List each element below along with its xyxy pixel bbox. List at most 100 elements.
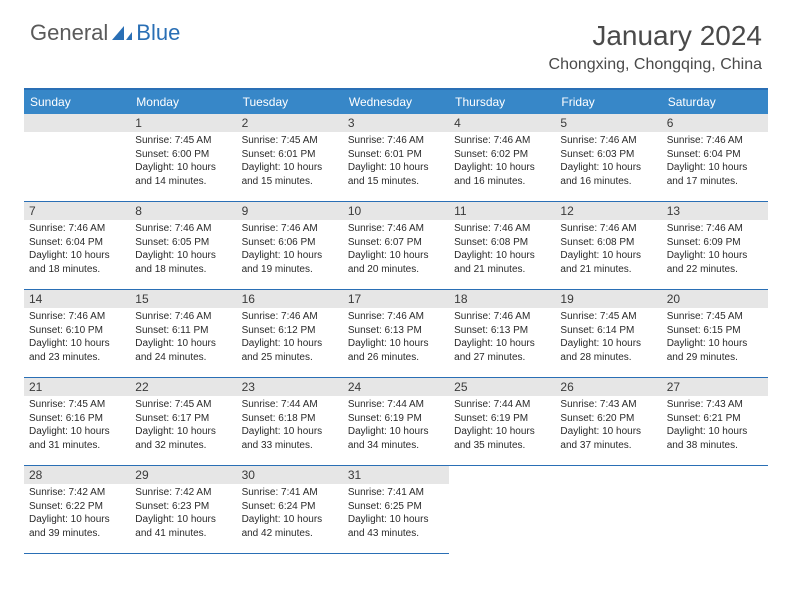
- logo-text-general: General: [30, 20, 108, 46]
- day-number: 23: [237, 378, 343, 396]
- sunrise-line: Sunrise: 7:45 AM: [242, 134, 338, 148]
- sunset-line: Sunset: 6:21 PM: [667, 412, 763, 426]
- calendar-cell: 22Sunrise: 7:45 AMSunset: 6:17 PMDayligh…: [130, 378, 236, 466]
- day-number: 14: [24, 290, 130, 308]
- daylight-line: Daylight: 10 hours and 15 minutes.: [242, 161, 338, 188]
- daylight-line: Daylight: 10 hours and 34 minutes.: [348, 425, 444, 452]
- day-number: 2: [237, 114, 343, 132]
- sunset-line: Sunset: 6:19 PM: [454, 412, 550, 426]
- calendar-cell: 13Sunrise: 7:46 AMSunset: 6:09 PMDayligh…: [662, 202, 768, 290]
- calendar-cell: 12Sunrise: 7:46 AMSunset: 6:08 PMDayligh…: [555, 202, 661, 290]
- day-number: 25: [449, 378, 555, 396]
- calendar-cell: 24Sunrise: 7:44 AMSunset: 6:19 PMDayligh…: [343, 378, 449, 466]
- day-body: Sunrise: 7:41 AMSunset: 6:24 PMDaylight:…: [237, 484, 343, 542]
- day-number: 28: [24, 466, 130, 484]
- day-body: Sunrise: 7:44 AMSunset: 6:19 PMDaylight:…: [449, 396, 555, 454]
- sunset-line: Sunset: 6:25 PM: [348, 500, 444, 514]
- calendar: SundayMondayTuesdayWednesdayThursdayFrid…: [24, 88, 768, 554]
- day-body: Sunrise: 7:46 AMSunset: 6:08 PMDaylight:…: [449, 220, 555, 278]
- day-number: 31: [343, 466, 449, 484]
- weekday-label: Tuesday: [237, 90, 343, 114]
- day-number: 7: [24, 202, 130, 220]
- day-body: Sunrise: 7:45 AMSunset: 6:15 PMDaylight:…: [662, 308, 768, 366]
- calendar-cell: 30Sunrise: 7:41 AMSunset: 6:24 PMDayligh…: [237, 466, 343, 554]
- day-number: 29: [130, 466, 236, 484]
- calendar-cell: 6Sunrise: 7:46 AMSunset: 6:04 PMDaylight…: [662, 114, 768, 202]
- daylight-line: Daylight: 10 hours and 14 minutes.: [135, 161, 231, 188]
- calendar-cell: 1Sunrise: 7:45 AMSunset: 6:00 PMDaylight…: [130, 114, 236, 202]
- sunrise-line: Sunrise: 7:41 AM: [242, 486, 338, 500]
- sunset-line: Sunset: 6:08 PM: [454, 236, 550, 250]
- day-body: Sunrise: 7:46 AMSunset: 6:11 PMDaylight:…: [130, 308, 236, 366]
- sunset-line: Sunset: 6:02 PM: [454, 148, 550, 162]
- calendar-cell: 16Sunrise: 7:46 AMSunset: 6:12 PMDayligh…: [237, 290, 343, 378]
- daylight-line: Daylight: 10 hours and 22 minutes.: [667, 249, 763, 276]
- day-body: Sunrise: 7:44 AMSunset: 6:18 PMDaylight:…: [237, 396, 343, 454]
- calendar-cell: 31Sunrise: 7:41 AMSunset: 6:25 PMDayligh…: [343, 466, 449, 554]
- weekday-label: Thursday: [449, 90, 555, 114]
- sunrise-line: Sunrise: 7:46 AM: [454, 222, 550, 236]
- calendar-cell: 28Sunrise: 7:42 AMSunset: 6:22 PMDayligh…: [24, 466, 130, 554]
- calendar-cell: 29Sunrise: 7:42 AMSunset: 6:23 PMDayligh…: [130, 466, 236, 554]
- sunset-line: Sunset: 6:00 PM: [135, 148, 231, 162]
- day-body: Sunrise: 7:41 AMSunset: 6:25 PMDaylight:…: [343, 484, 449, 542]
- daylight-line: Daylight: 10 hours and 18 minutes.: [29, 249, 125, 276]
- calendar-cell: 14Sunrise: 7:46 AMSunset: 6:10 PMDayligh…: [24, 290, 130, 378]
- sunset-line: Sunset: 6:06 PM: [242, 236, 338, 250]
- sunset-line: Sunset: 6:05 PM: [135, 236, 231, 250]
- calendar-cell: 23Sunrise: 7:44 AMSunset: 6:18 PMDayligh…: [237, 378, 343, 466]
- logo-text-blue: Blue: [136, 20, 180, 46]
- day-number: 22: [130, 378, 236, 396]
- day-number: 4: [449, 114, 555, 132]
- sunrise-line: Sunrise: 7:44 AM: [242, 398, 338, 412]
- calendar-cell: 25Sunrise: 7:44 AMSunset: 6:19 PMDayligh…: [449, 378, 555, 466]
- daylight-line: Daylight: 10 hours and 32 minutes.: [135, 425, 231, 452]
- daylight-line: Daylight: 10 hours and 24 minutes.: [135, 337, 231, 364]
- location: Chongxing, Chongqing, China: [549, 56, 762, 74]
- day-body: Sunrise: 7:45 AMSunset: 6:01 PMDaylight:…: [237, 132, 343, 190]
- calendar-cell-empty: [24, 114, 130, 202]
- day-number: 27: [662, 378, 768, 396]
- daylight-line: Daylight: 10 hours and 17 minutes.: [667, 161, 763, 188]
- day-number-empty: [24, 114, 130, 132]
- sunset-line: Sunset: 6:08 PM: [560, 236, 656, 250]
- daylight-line: Daylight: 10 hours and 39 minutes.: [29, 513, 125, 540]
- calendar-cell: 17Sunrise: 7:46 AMSunset: 6:13 PMDayligh…: [343, 290, 449, 378]
- sunrise-line: Sunrise: 7:45 AM: [135, 134, 231, 148]
- calendar-cell: 7Sunrise: 7:46 AMSunset: 6:04 PMDaylight…: [24, 202, 130, 290]
- sunrise-line: Sunrise: 7:45 AM: [29, 398, 125, 412]
- sunrise-line: Sunrise: 7:42 AM: [135, 486, 231, 500]
- day-number: 24: [343, 378, 449, 396]
- daylight-line: Daylight: 10 hours and 21 minutes.: [454, 249, 550, 276]
- day-body: Sunrise: 7:46 AMSunset: 6:04 PMDaylight:…: [662, 132, 768, 190]
- daylight-line: Daylight: 10 hours and 23 minutes.: [29, 337, 125, 364]
- month-title: January 2024: [549, 20, 762, 52]
- day-number: 3: [343, 114, 449, 132]
- sunrise-line: Sunrise: 7:46 AM: [667, 222, 763, 236]
- daylight-line: Daylight: 10 hours and 29 minutes.: [667, 337, 763, 364]
- sunset-line: Sunset: 6:12 PM: [242, 324, 338, 338]
- daylight-line: Daylight: 10 hours and 20 minutes.: [348, 249, 444, 276]
- sunset-line: Sunset: 6:24 PM: [242, 500, 338, 514]
- weekday-label: Wednesday: [343, 90, 449, 114]
- calendar-cell: 10Sunrise: 7:46 AMSunset: 6:07 PMDayligh…: [343, 202, 449, 290]
- sunrise-line: Sunrise: 7:41 AM: [348, 486, 444, 500]
- sunset-line: Sunset: 6:11 PM: [135, 324, 231, 338]
- daylight-line: Daylight: 10 hours and 26 minutes.: [348, 337, 444, 364]
- day-body: Sunrise: 7:44 AMSunset: 6:19 PMDaylight:…: [343, 396, 449, 454]
- sunset-line: Sunset: 6:07 PM: [348, 236, 444, 250]
- sunset-line: Sunset: 6:16 PM: [29, 412, 125, 426]
- daylight-line: Daylight: 10 hours and 33 minutes.: [242, 425, 338, 452]
- sunrise-line: Sunrise: 7:44 AM: [454, 398, 550, 412]
- day-body: Sunrise: 7:42 AMSunset: 6:23 PMDaylight:…: [130, 484, 236, 542]
- daylight-line: Daylight: 10 hours and 16 minutes.: [454, 161, 550, 188]
- day-body: Sunrise: 7:46 AMSunset: 6:07 PMDaylight:…: [343, 220, 449, 278]
- calendar-cell: 15Sunrise: 7:46 AMSunset: 6:11 PMDayligh…: [130, 290, 236, 378]
- day-number: 6: [662, 114, 768, 132]
- sunrise-line: Sunrise: 7:42 AM: [29, 486, 125, 500]
- sunrise-line: Sunrise: 7:46 AM: [242, 222, 338, 236]
- day-number: 20: [662, 290, 768, 308]
- calendar-cell: 2Sunrise: 7:45 AMSunset: 6:01 PMDaylight…: [237, 114, 343, 202]
- day-body: Sunrise: 7:46 AMSunset: 6:08 PMDaylight:…: [555, 220, 661, 278]
- sunrise-line: Sunrise: 7:46 AM: [29, 310, 125, 324]
